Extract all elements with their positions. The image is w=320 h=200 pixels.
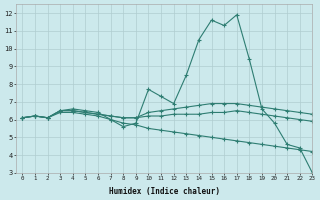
X-axis label: Humidex (Indice chaleur): Humidex (Indice chaleur) (109, 187, 220, 196)
